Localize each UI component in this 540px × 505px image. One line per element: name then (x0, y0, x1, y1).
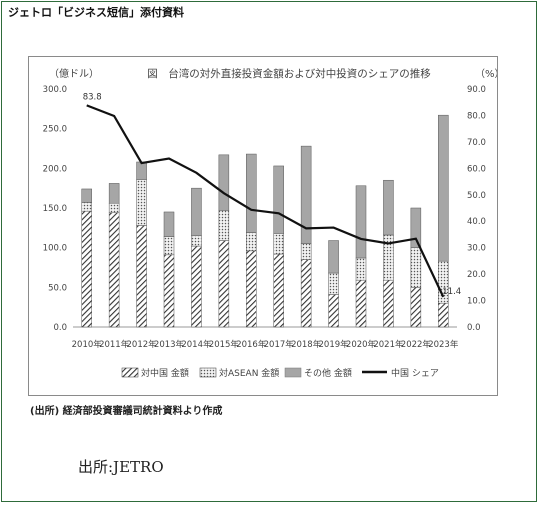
footer-source: 出所:JETRO (78, 458, 164, 476)
x-tick-label: 2017年 (264, 339, 295, 350)
bar-asean (108, 202, 120, 214)
bar-asean (136, 179, 147, 226)
bar-other (191, 187, 202, 237)
y-left-tick-label: 150.0 (43, 204, 67, 214)
share-line (86, 104, 445, 298)
x-tick-label: 2023年 (428, 339, 459, 350)
y-right-label: （%） (475, 68, 497, 80)
y-left-tick-label: 200.0 (43, 164, 67, 174)
annotation-first-share: 83.8 (83, 92, 102, 102)
chart-title: 図 台湾の対外直接投資金額および対中投資のシェアの推移 (147, 67, 431, 80)
annotation-last-share: 11.4 (442, 287, 461, 297)
bar-china (438, 302, 449, 328)
legend-label-other: その他 金額 (304, 367, 352, 379)
x-tick-label: 2015年 (209, 339, 240, 350)
x-tick-label: 2010年 (72, 339, 103, 350)
y-right-tick-label: 30.0 (467, 244, 486, 254)
bar-asean (191, 235, 202, 247)
legend-label-asean: 対ASEAN 金額 (219, 367, 279, 379)
x-axis: 2010年2011年2012年2013年2014年2015年2016年2017年… (72, 339, 459, 350)
chart-svg: 図 台湾の対外直接投資金額および対中投資のシェアの推移 （億ドル） （%） 0.… (43, 67, 505, 379)
y-right-tick-label: 0.0 (467, 323, 481, 333)
y-left-axis: 0.0 50.0 100.0 150.0 200.0 250.0 300.0 (43, 85, 67, 333)
y-left-label: （億ドル） (49, 67, 99, 80)
x-tick-label: 2020年 (346, 339, 377, 350)
share-line-path (86, 104, 445, 298)
bar-china (163, 254, 175, 328)
y-right-tick-label: 80.0 (467, 111, 486, 121)
bar-other (355, 185, 367, 259)
bar-china (218, 240, 230, 328)
bar-asean (81, 202, 92, 212)
x-tick-label: 2012年 (127, 339, 158, 350)
bar-china (81, 210, 92, 328)
bar-other (438, 114, 449, 262)
bar-other (383, 179, 394, 236)
annotations: 83.8 11.4 (83, 92, 462, 296)
bar-china (355, 279, 367, 328)
bar-asean (328, 272, 339, 295)
legend-swatch-other (284, 367, 302, 378)
y-left-tick-label: 100.0 (43, 244, 67, 254)
chart-container: 図 台湾の対外直接投資金額および対中投資のシェアの推移 （億ドル） （%） 0.… (28, 56, 505, 396)
bar-other (136, 161, 147, 180)
bar-other (328, 240, 339, 274)
x-tick-label: 2013年 (154, 339, 185, 350)
legend-label-line: 中国 シェア (391, 367, 439, 379)
x-tick-label: 2018年 (291, 339, 322, 350)
bar-china (300, 259, 312, 328)
y-right-tick-label: 90.0 (467, 85, 486, 95)
bar-other (218, 154, 230, 211)
y-left-tick-label: 50.0 (48, 283, 67, 293)
bar-china (136, 225, 147, 328)
bar-other (410, 207, 422, 248)
bar-other (300, 145, 312, 244)
bars (81, 114, 449, 328)
x-tick-label: 2022年 (401, 339, 432, 350)
x-tick-label: 2016年 (236, 339, 267, 350)
bar-china (108, 212, 120, 328)
bar-china (410, 287, 422, 328)
bar-asean (246, 232, 257, 252)
legend-swatch-asean (199, 367, 217, 378)
header-title: ジェトロ「ビジネス短信」添付資料 (8, 6, 184, 19)
y-left-tick-label: 300.0 (43, 85, 67, 95)
bar-asean (438, 260, 449, 304)
x-tick-label: 2019年 (319, 339, 350, 350)
bar-asean (355, 257, 367, 281)
y-right-tick-label: 20.0 (467, 270, 486, 280)
x-tick-label: 2014年 (181, 339, 212, 350)
bar-asean (218, 210, 230, 241)
y-right-axis: 0.0 10.0 20.0 30.0 40.0 50.0 60.0 70.0 80.0 90.0 (467, 85, 486, 333)
legend-label-china: 対中国 金額 (141, 367, 189, 379)
bar-other (163, 211, 175, 237)
y-right-tick-label: 50.0 (467, 191, 486, 201)
bar-china (191, 245, 202, 328)
y-right-tick-label: 40.0 (467, 217, 486, 227)
legend-swatch-china (121, 367, 139, 378)
bar-asean (300, 243, 312, 260)
bar-asean (163, 236, 175, 256)
legend: 対中国 金額 対ASEAN 金額 その他 金額 中国 シェア (121, 367, 439, 379)
y-right-tick-label: 60.0 (467, 164, 486, 174)
y-left-tick-label: 250.0 (43, 125, 67, 135)
bar-other (246, 153, 257, 233)
bar-asean (273, 233, 284, 255)
bar-other (81, 188, 92, 203)
x-tick-label: 2011年 (99, 339, 130, 350)
bar-asean (410, 247, 422, 288)
bar-china (328, 294, 339, 328)
y-left-tick-label: 0.0 (53, 323, 67, 333)
bar-china (246, 250, 257, 328)
source-note: (出所) 経済部投資審議司統計資料より作成 (30, 406, 223, 417)
x-tick-label: 2021年 (373, 339, 404, 350)
y-right-tick-label: 70.0 (467, 138, 486, 148)
bar-other (108, 183, 120, 204)
bar-china (273, 253, 284, 328)
bar-china (383, 279, 394, 328)
bar-other (273, 165, 284, 234)
y-right-tick-label: 10.0 (467, 297, 486, 307)
